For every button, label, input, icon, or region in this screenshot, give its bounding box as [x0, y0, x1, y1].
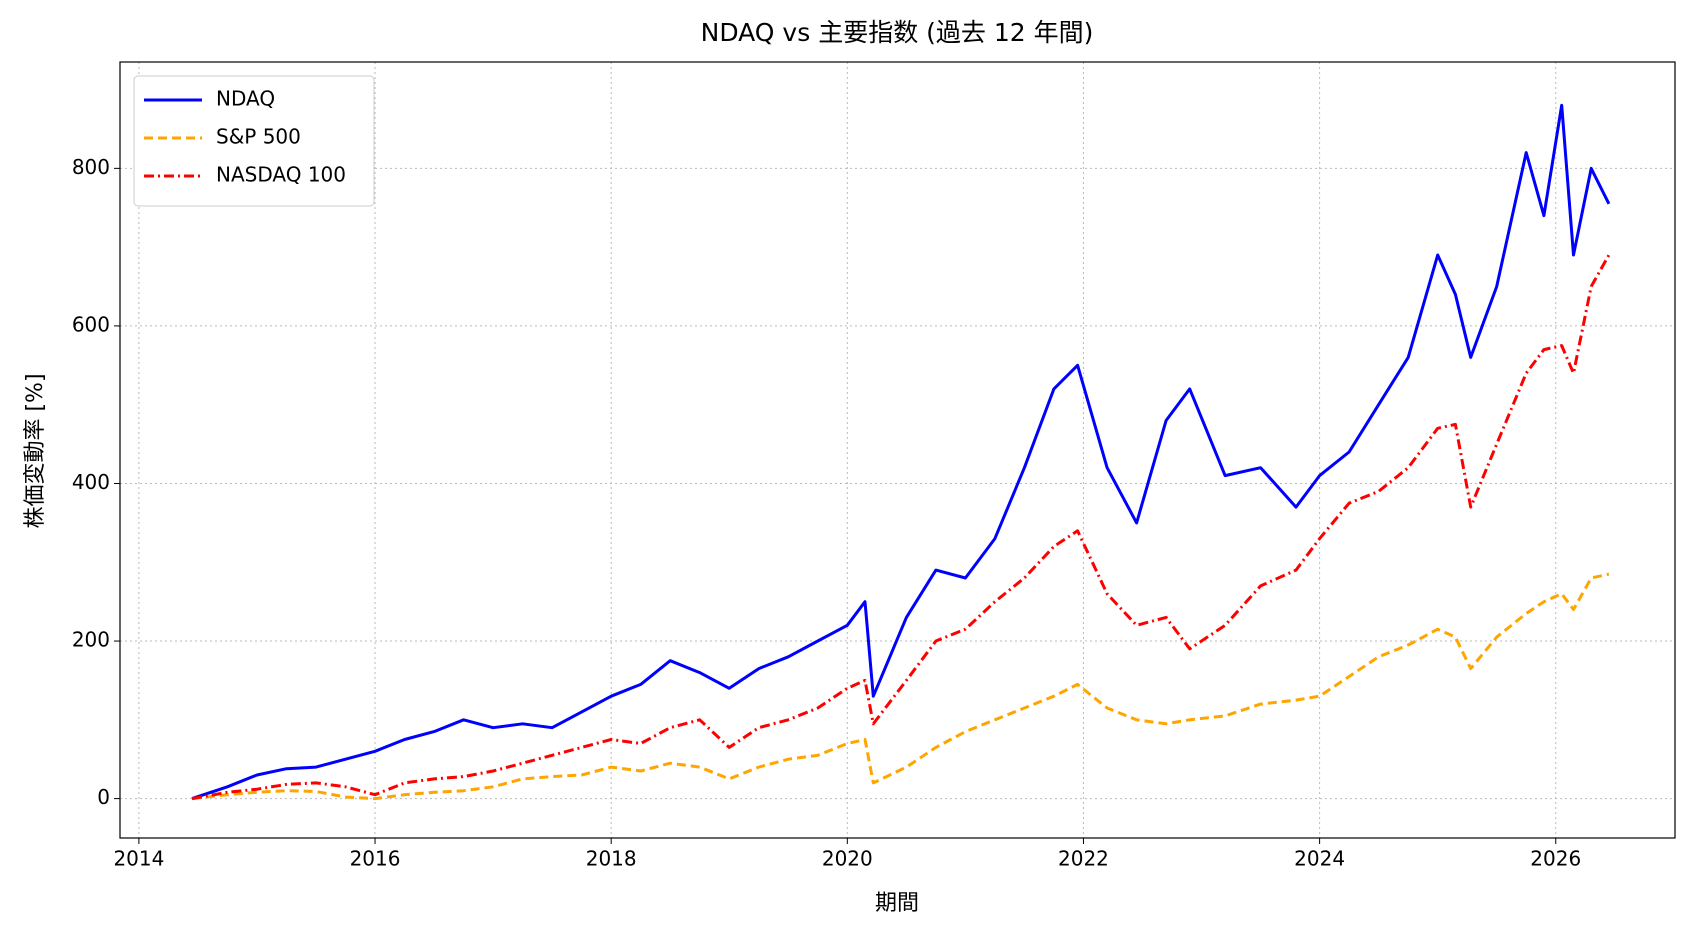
x-tick-label: 2022 [1058, 847, 1109, 871]
legend-label: S&P 500 [216, 125, 301, 149]
x-tick-label: 2016 [350, 847, 401, 871]
y-tick-label: 0 [97, 785, 110, 809]
x-tick-label: 2018 [586, 847, 637, 871]
series-line [191, 572, 1610, 801]
x-tick-label: 2014 [113, 847, 164, 871]
y-tick-label: 600 [72, 312, 110, 336]
series-line [191, 103, 1611, 801]
series-line [191, 254, 1611, 801]
x-axis-label: 期間 [875, 891, 919, 916]
y-axis-label: 株価変動率 [%] [23, 373, 48, 528]
y-tick-label: 200 [72, 628, 110, 652]
legend-label: NASDAQ 100 [216, 163, 346, 187]
legend-label: NDAQ [216, 87, 275, 111]
plot-frame [119, 61, 1676, 839]
chart-title: NDAQ vs 主要指数 (過去 12 年間) [701, 18, 1094, 47]
x-tick-label: 2024 [1294, 847, 1345, 871]
x-tick-label: 2026 [1530, 847, 1581, 871]
legend-box [133, 75, 375, 207]
x-tick-label: 2020 [822, 847, 873, 871]
y-tick-label: 800 [72, 155, 110, 179]
y-tick-label: 400 [72, 470, 110, 494]
